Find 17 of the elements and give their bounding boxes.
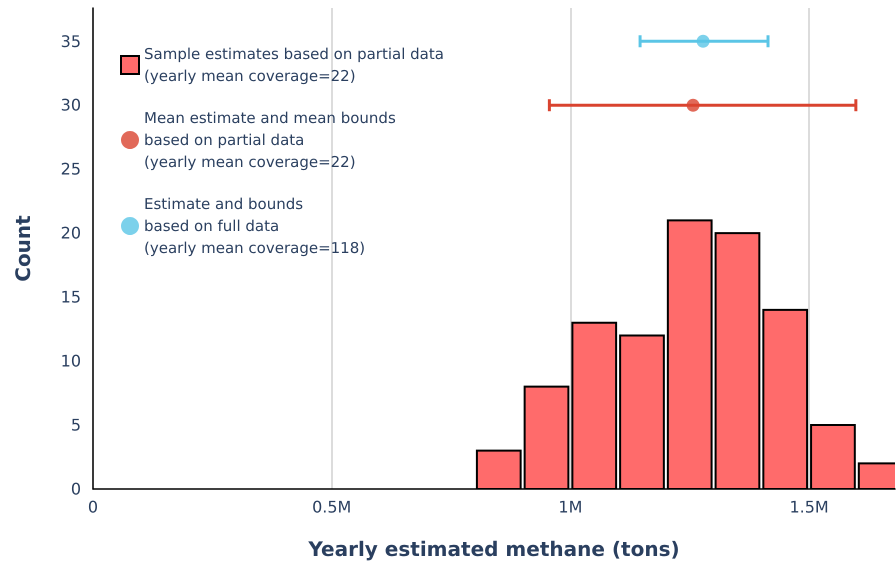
legend-label: Mean estimate and mean bounds based on partial data (yearly mean coverage=22) bbox=[144, 109, 396, 171]
x-tick-label: 1.5M bbox=[789, 498, 829, 516]
y-axis-title: Count bbox=[11, 214, 35, 282]
y-tick-label: 20 bbox=[60, 224, 81, 243]
y-tick-label: 10 bbox=[60, 352, 81, 371]
x-tick-label: 0.5M bbox=[312, 498, 352, 516]
y-tick-label: 0 bbox=[70, 480, 81, 498]
y-tick-label: 5 bbox=[70, 416, 81, 435]
legend-label: Estimate and bounds based on full data (yearly mean coverage=118) bbox=[144, 195, 366, 257]
x-tick-label: 0 bbox=[88, 498, 98, 516]
legend-label: Sample estimates based on partial data (yearly mean coverage=22) bbox=[144, 45, 444, 85]
x-tick-label: 1M bbox=[558, 498, 582, 516]
y-tick-label: 35 bbox=[60, 32, 81, 51]
x-axis-title: Yearly estimated methane (tons) bbox=[307, 537, 680, 561]
y-tick-label: 15 bbox=[60, 288, 81, 307]
y-tick-label: 25 bbox=[60, 160, 81, 179]
y-tick-label: 30 bbox=[60, 96, 81, 115]
